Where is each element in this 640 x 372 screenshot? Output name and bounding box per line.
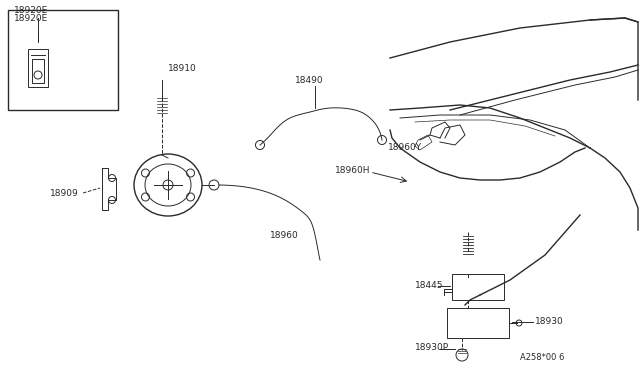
Bar xyxy=(447,308,509,338)
Bar xyxy=(8,10,118,110)
Text: 18960H: 18960H xyxy=(335,166,371,174)
Text: 18445: 18445 xyxy=(415,280,444,289)
Bar xyxy=(28,49,48,87)
Text: 18909: 18909 xyxy=(50,189,79,198)
Ellipse shape xyxy=(134,154,202,216)
Ellipse shape xyxy=(145,164,191,206)
Text: 18920E: 18920E xyxy=(14,13,48,22)
Bar xyxy=(452,274,504,300)
Text: 18920E: 18920E xyxy=(14,6,48,15)
Text: 18910: 18910 xyxy=(168,64,196,73)
Bar xyxy=(32,59,44,83)
Text: 18490: 18490 xyxy=(295,76,324,84)
Text: A258*00 6: A258*00 6 xyxy=(520,353,564,362)
Text: 18930P: 18930P xyxy=(415,343,449,353)
Text: 18960Y: 18960Y xyxy=(388,142,422,151)
Text: 18930: 18930 xyxy=(535,317,564,327)
Text: 18960: 18960 xyxy=(270,231,299,240)
